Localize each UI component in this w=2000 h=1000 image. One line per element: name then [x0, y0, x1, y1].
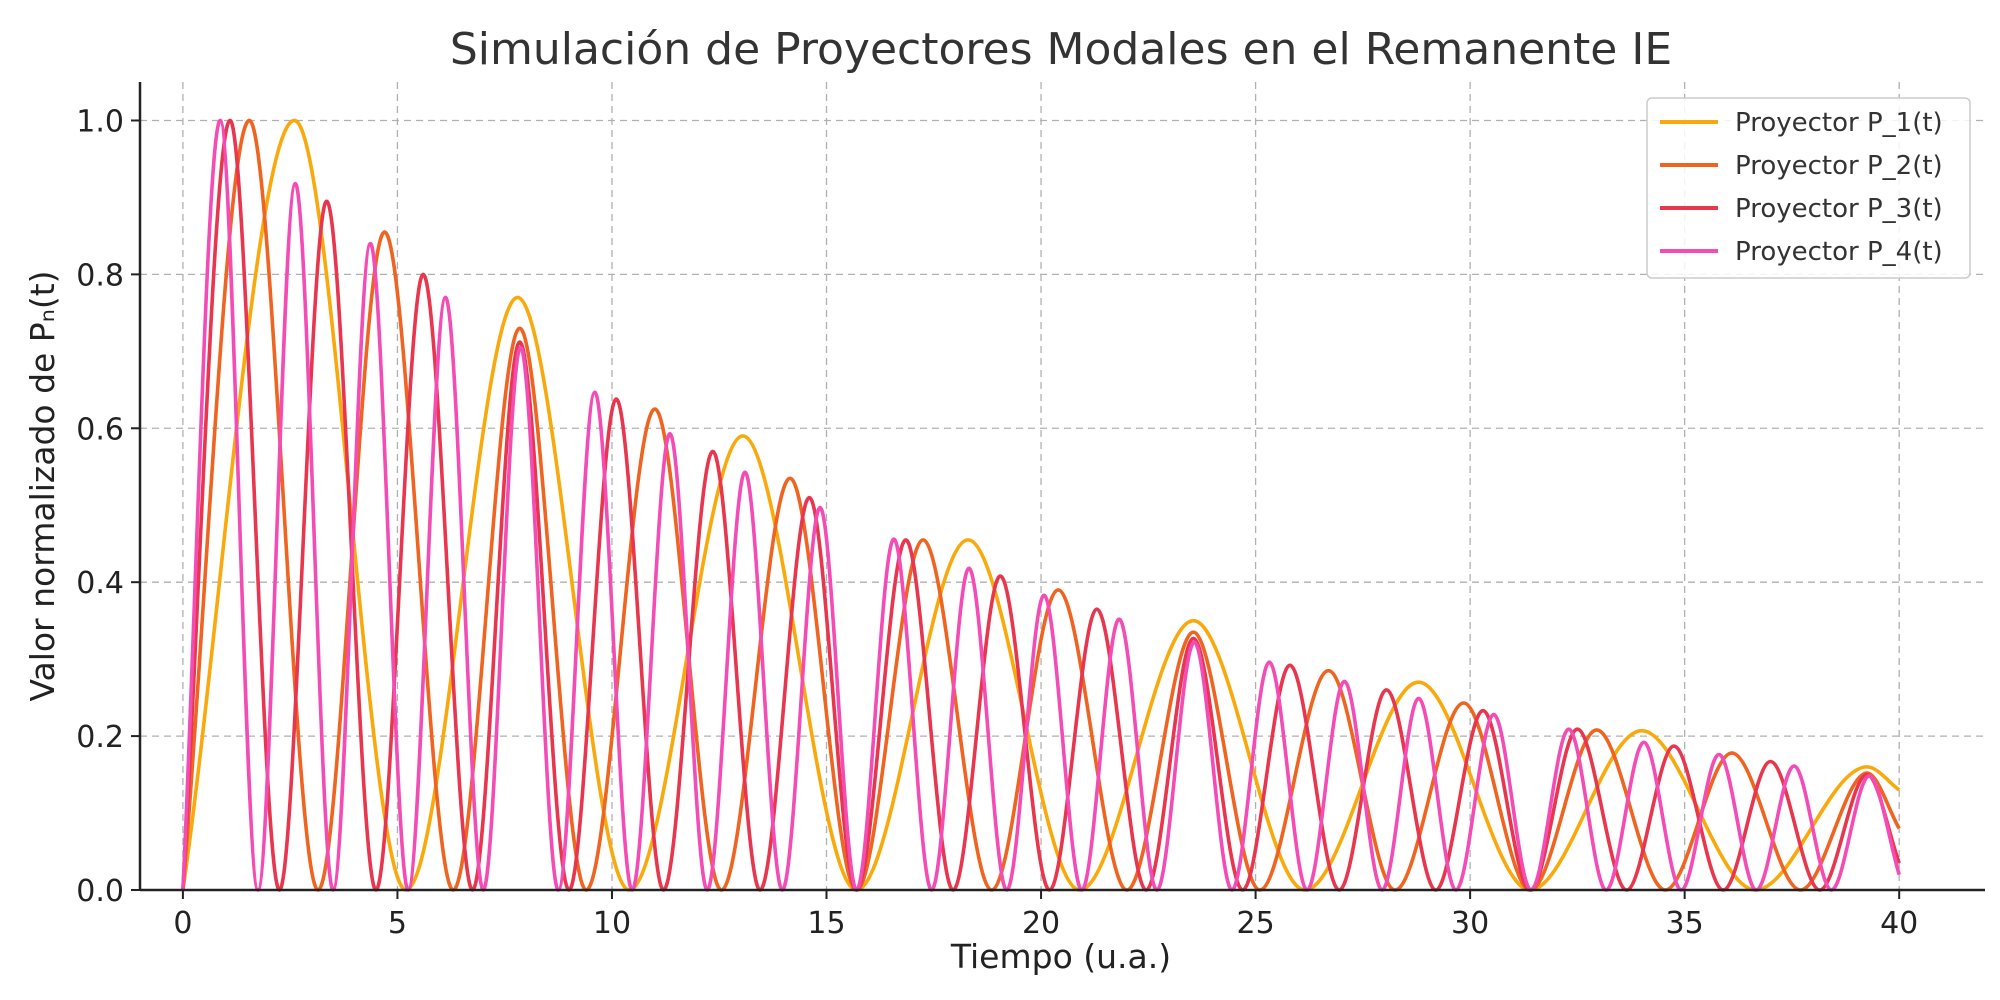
x-tick-label: 15: [807, 906, 845, 941]
legend: Proyector P_1(t) Proyector P_2(t) Proyecto…: [1646, 97, 1971, 279]
y-tick-label: 0.0: [76, 874, 124, 909]
legend-label-p4: Proyector P_4(t): [1735, 237, 1943, 267]
series-line-p1: [181, 118, 1901, 892]
x-tick-label: 35: [1666, 906, 1704, 941]
x-tick-label: 5: [388, 906, 407, 941]
x-tick-label: 20: [1022, 906, 1060, 941]
y-axis-label: Valor normalizado de Pₙ(t): [23, 270, 62, 701]
legend-label-p2: Proyector P_2(t): [1735, 151, 1943, 181]
chart-title: Simulación de Proyectores Modales en el …: [450, 24, 1672, 75]
legend-label-p3: Proyector P_3(t): [1735, 194, 1943, 224]
x-tick-label: 0: [173, 906, 192, 941]
y-tick-label: 1.0: [76, 104, 124, 139]
legend-label-p1: Proyector P_1(t): [1735, 108, 1943, 138]
y-tick-label: 0.6: [76, 412, 124, 447]
legend-box: [1646, 97, 1971, 279]
y-axis-ticks: 0.0 0.2 0.4 0.6 0.8 1.0: [76, 104, 140, 909]
y-tick-label: 0.4: [76, 566, 124, 601]
x-tick-label: 25: [1236, 906, 1274, 941]
x-tick-label: 40: [1880, 906, 1918, 941]
series-line-p3: [181, 118, 1901, 892]
x-tick-label: 10: [593, 906, 631, 941]
y-tick-label: 0.8: [76, 258, 124, 293]
series-line-p4: [181, 118, 1901, 892]
y-tick-label: 0.2: [76, 720, 124, 755]
x-axis-label: Tiempo (u.a.): [950, 937, 1171, 976]
x-tick-label: 30: [1451, 906, 1489, 941]
x-axis-ticks: 0 5 10 15 20 25 30 35 40: [173, 890, 1918, 941]
series-layer: [181, 118, 1901, 892]
